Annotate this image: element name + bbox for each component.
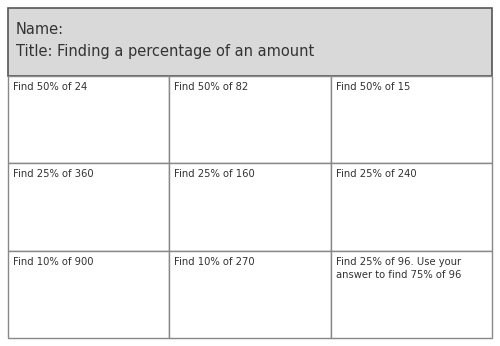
Text: Find 25% of 240: Find 25% of 240 bbox=[336, 169, 416, 179]
Text: Find 25% of 96. Use your
answer to find 75% of 96: Find 25% of 96. Use your answer to find … bbox=[336, 257, 461, 280]
Bar bbox=[8, 76, 170, 163]
Text: Title: Finding a percentage of an amount: Title: Finding a percentage of an amount bbox=[16, 44, 314, 59]
Bar bbox=[330, 251, 492, 338]
Bar bbox=[8, 8, 492, 76]
Text: Find 50% of 24: Find 50% of 24 bbox=[13, 82, 88, 92]
Bar bbox=[8, 251, 170, 338]
Text: Find 50% of 15: Find 50% of 15 bbox=[336, 82, 410, 92]
Text: Find 10% of 900: Find 10% of 900 bbox=[13, 257, 94, 267]
Text: Name:: Name: bbox=[16, 22, 64, 37]
Bar bbox=[8, 163, 170, 251]
Text: Find 25% of 360: Find 25% of 360 bbox=[13, 169, 94, 179]
Bar bbox=[330, 163, 492, 251]
Bar bbox=[170, 163, 330, 251]
Text: Find 25% of 160: Find 25% of 160 bbox=[174, 169, 255, 179]
Text: Find 50% of 82: Find 50% of 82 bbox=[174, 82, 248, 92]
Bar bbox=[170, 251, 330, 338]
Bar bbox=[330, 76, 492, 163]
Text: Find 10% of 270: Find 10% of 270 bbox=[174, 257, 255, 267]
Bar bbox=[170, 76, 330, 163]
